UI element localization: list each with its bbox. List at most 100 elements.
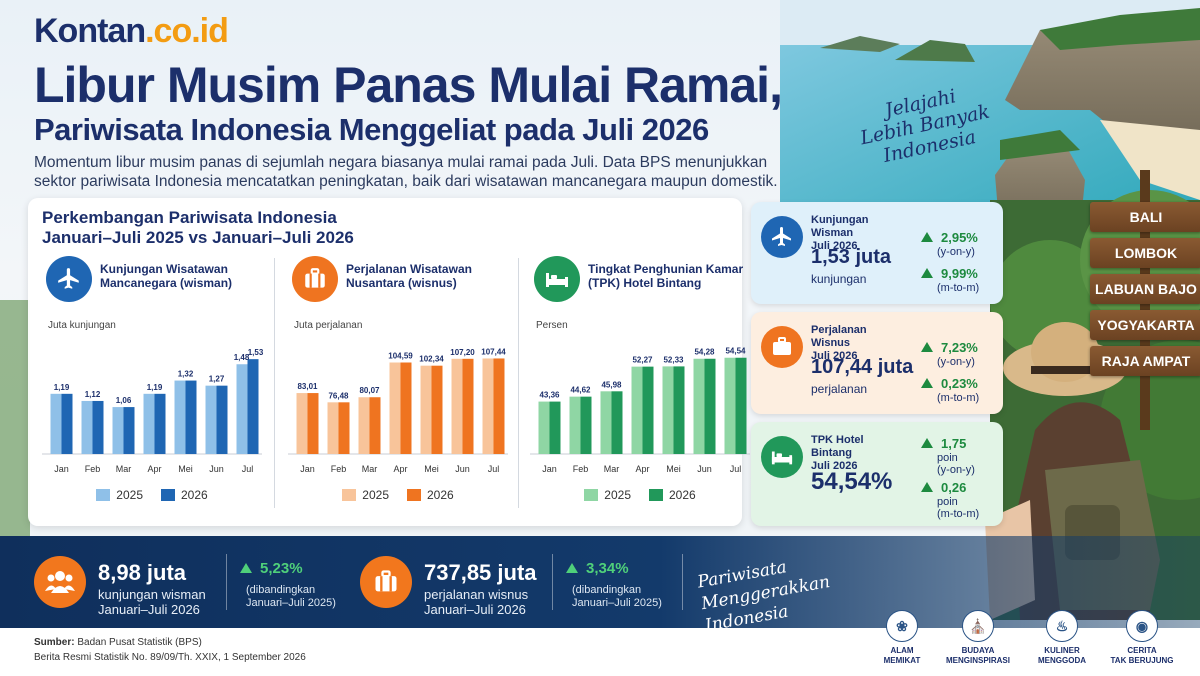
bar-2025-Mar — [112, 407, 124, 454]
value-label: 43,36 — [539, 391, 560, 400]
value-label: 1,48 — [234, 353, 250, 362]
bar-2026-Jun — [462, 358, 474, 454]
card-tpk: TPK Hotel Bintang Juli 2026 54,54% 1,75 p… — [751, 422, 1003, 526]
summary-change: 5,23% — [240, 560, 303, 577]
source-ref: Berita Resmi Statistik No. 89/09/Th. XXI… — [34, 652, 306, 663]
bar-2026-Apr — [154, 393, 166, 454]
card-value: 107,44 juta — [811, 356, 914, 378]
bar-2026-Mei — [185, 380, 197, 454]
tick-label: Apr — [147, 464, 161, 474]
tick-label: Mar — [116, 464, 132, 474]
tick-label: Feb — [85, 464, 101, 474]
chart-legend: 2025 2026 — [522, 488, 758, 502]
bar-2026-Mei — [673, 366, 685, 454]
bar-2026-Feb — [92, 400, 104, 454]
value-label: 52,27 — [632, 356, 653, 365]
bar-2026-Mar — [369, 397, 381, 454]
bar-2025-Jun — [451, 358, 463, 454]
tick-label: Mei — [424, 464, 439, 474]
tick-label: Jul — [488, 464, 500, 474]
tick-label: Mei — [178, 464, 193, 474]
chart-unit: Juta perjalanan — [294, 320, 363, 331]
chart-tpk: Tingkat Penghunian Kamar (TPK) Hotel Bin… — [522, 254, 758, 516]
bar-2025-Apr — [143, 393, 155, 454]
tick-label: Feb — [331, 464, 347, 474]
bar-2026-Jun — [704, 358, 716, 454]
chart-legend: 2025 2026 — [280, 488, 516, 502]
up-arrow-icon — [921, 232, 933, 242]
tick-label: Jan — [300, 464, 315, 474]
card-unit: kunjungan — [811, 272, 867, 286]
feature-cerita: ◉ CERITA TAK BERUJUNG — [1102, 610, 1182, 666]
bar-2026-Mar — [611, 391, 623, 454]
card-unit: perjalanan — [811, 382, 868, 396]
bar-2026-Jul — [735, 357, 747, 454]
sign-yogyakarta: YOGYAKARTA — [1090, 310, 1200, 340]
bar-2026-Mar — [123, 407, 135, 454]
tick-label: Mar — [604, 464, 620, 474]
value-label: 83,01 — [297, 382, 318, 391]
people-icon — [34, 556, 86, 608]
suitcase-icon — [360, 556, 412, 608]
headline-title-line1: Libur Musim Panas Mulai Ramai, — [34, 57, 783, 113]
value-label: 44,62 — [570, 386, 591, 395]
tick-label: Apr — [393, 464, 407, 474]
chart-tpk-plot: 43,36 Jan 44,62 Feb 45,98 Mar 52,27 Apr 52,33 Mei… — [530, 347, 750, 474]
plane-icon — [46, 256, 92, 302]
bar-2026-Jun — [216, 385, 228, 454]
cutlery-icon: ♨ — [1046, 610, 1078, 642]
change-yoy: 1,75 — [921, 436, 966, 451]
value-label: 1,12 — [85, 390, 101, 399]
suitcase-icon — [292, 256, 338, 302]
change-yoy: 7,23% — [921, 340, 978, 355]
bar-2025-Apr — [389, 362, 401, 454]
bar-2026-Jul — [493, 358, 505, 454]
tick-label: Jul — [242, 464, 254, 474]
divider — [552, 554, 553, 610]
value-label: 80,07 — [359, 386, 380, 395]
temple-icon: ⛪ — [962, 610, 994, 642]
headline-title-line2: Pariwisata Indonesia Menggeliat pada Jul… — [34, 112, 709, 147]
chart-wisman: Kunjungan Wisatawan Mancanegara (wisman)… — [34, 254, 270, 516]
card-value: 1,53 juta — [811, 246, 892, 268]
bar-2026-Jan — [549, 401, 561, 454]
tick-label: Jun — [697, 464, 712, 474]
bar-2025-Jul — [236, 364, 248, 454]
value-label: 54,28 — [694, 348, 715, 357]
bar-2025-Jun — [693, 358, 705, 454]
feature-budaya: ⛪ BUDAYA MENGINSPIRASI — [938, 610, 1018, 666]
summary-change: 3,34% — [566, 560, 629, 577]
suitcase-icon — [761, 326, 803, 368]
change-yoy: 2,95% — [921, 230, 978, 245]
bar-2025-Jul — [724, 357, 736, 454]
sign-labuan-bajo: LABUAN BAJO — [1090, 274, 1200, 304]
tick-label: Mei — [666, 464, 681, 474]
value-label: 1,32 — [178, 370, 194, 379]
tick-label: Jun — [209, 464, 224, 474]
bar-2025-Feb — [327, 402, 339, 454]
bar-2026-Feb — [580, 396, 592, 454]
value-label: 102,34 — [419, 355, 444, 364]
up-arrow-icon — [921, 268, 933, 278]
card-value: 54,54% — [811, 468, 893, 495]
camera-icon: ◉ — [1126, 610, 1158, 642]
bar-2026-Apr — [400, 362, 412, 454]
card-wisnus: Perjalanan Wisnus Juli 2026 107,44 juta p… — [751, 312, 1003, 414]
feature-alam: ❀ ALAM MEMIKAT — [862, 610, 942, 666]
tick-label: Jan — [542, 464, 557, 474]
summary-band: 8,98 juta kunjungan wisman Januari–Juli 2… — [0, 536, 1200, 636]
bar-2025-Feb — [569, 396, 581, 454]
bar-2025-Mei — [420, 365, 432, 454]
bar-2025-Feb — [81, 400, 93, 454]
up-arrow-icon — [921, 342, 933, 352]
value-label: 45,98 — [601, 380, 622, 389]
value-label: 1,06 — [116, 396, 132, 405]
bar-2025-Apr — [631, 366, 643, 454]
divider — [518, 258, 519, 508]
bar-2026-Jan — [307, 393, 319, 454]
value-label: 107,44 — [481, 347, 506, 356]
panel-title: Perkembangan Pariwisata Indonesia Januar… — [42, 208, 354, 247]
value-label: 107,20 — [450, 348, 475, 357]
kontan-logo[interactable]: Kontan.co.id — [34, 12, 229, 50]
bar-2025-Jan — [50, 393, 62, 454]
